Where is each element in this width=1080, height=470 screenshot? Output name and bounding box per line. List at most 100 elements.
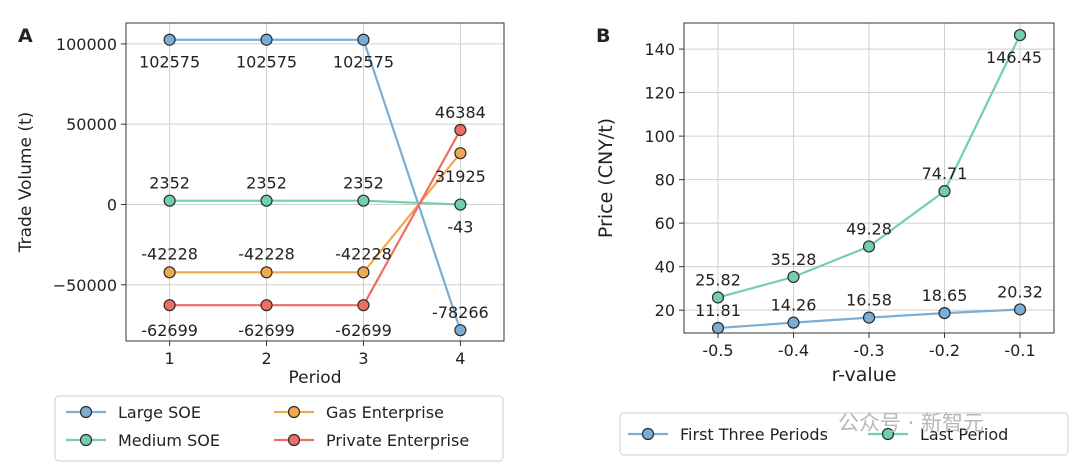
y-tick-label: 100000 — [56, 35, 117, 54]
data-label: 35.28 — [771, 250, 817, 269]
data-label: -78266 — [432, 303, 489, 322]
panel-b-y-label: Price (CNY/t) — [595, 118, 617, 238]
y-tick-label: 50000 — [66, 115, 117, 134]
legend-marker — [881, 427, 895, 441]
panel-a-x-label: Period — [288, 368, 341, 388]
legend-label: Private Enterprise — [326, 431, 469, 450]
series-line-0 — [169, 38, 462, 331]
data-point — [357, 194, 370, 207]
x-tick-label: -0.3 — [853, 341, 884, 360]
legend-label: Medium SOE — [118, 431, 220, 450]
y-tick-label: 140 — [644, 40, 675, 59]
panel-a-letter: A — [18, 25, 33, 47]
data-label: -62699 — [335, 321, 392, 340]
panel-a-lines — [169, 38, 462, 331]
legend-marker — [287, 405, 301, 419]
data-point — [163, 194, 176, 207]
data-point — [1013, 28, 1027, 42]
y-tick-label: 40 — [655, 258, 675, 277]
panel-b: B 11.81 14.26 16.58 18.65 20.32 25.82 35.28 49.… — [595, 22, 1069, 456]
x-tick-label: 3 — [358, 349, 368, 368]
series-line-2 — [169, 152, 462, 274]
data-label: 2352 — [246, 174, 287, 193]
data-point — [454, 123, 467, 137]
panel-a-points — [163, 33, 467, 337]
data-point — [454, 147, 467, 160]
data-point — [454, 198, 467, 211]
data-point — [260, 194, 273, 207]
data-label: 11.81 — [695, 301, 741, 320]
data-label: 46384 — [435, 103, 486, 122]
panel-a-y-label: Trade Volume (t) — [16, 112, 36, 254]
series-line-3 — [169, 129, 462, 307]
data-label: 102575 — [139, 53, 200, 72]
data-point — [862, 240, 876, 253]
panel-b-legend-box — [619, 412, 1069, 456]
data-point — [163, 299, 176, 312]
data-point — [1013, 303, 1027, 316]
data-point — [711, 321, 725, 335]
y-tick-label: 120 — [644, 84, 675, 103]
legend-marker — [641, 427, 655, 441]
data-label: -62699 — [238, 321, 295, 340]
legend-label: Last Period — [920, 425, 1008, 444]
panel-b-x-label: r-value — [832, 364, 897, 386]
data-label: 102575 — [333, 53, 394, 72]
data-point — [787, 270, 800, 284]
data-label: -43 — [447, 218, 473, 237]
data-label: 14.26 — [771, 296, 817, 315]
panel-a-legend-entries: Large SOE Medium SOE Gas Enterprise Private… — [66, 403, 469, 450]
panel-b-points — [711, 28, 1027, 335]
data-point — [938, 306, 951, 320]
data-label: 25.82 — [695, 270, 741, 289]
data-point — [862, 311, 876, 324]
legend-label: Large SOE — [118, 403, 201, 422]
y-tick-label: 60 — [655, 214, 675, 233]
data-label: 49.28 — [846, 219, 892, 238]
data-label: 31925 — [435, 167, 486, 186]
x-tick-label: 2 — [261, 349, 271, 368]
panel-b-y-ticks: 20 40 60 80 100 120 140 — [644, 40, 684, 320]
data-point — [260, 266, 273, 279]
data-point — [260, 299, 273, 312]
legend-marker — [79, 433, 93, 447]
panel-a: A 102575 102575 102575 -78266 2352 2352 2352 -4… — [16, 22, 505, 462]
data-label: -42228 — [238, 244, 295, 263]
panel-b-legend-entries: First Three Periods Last Period — [628, 425, 1008, 444]
data-label: 102575 — [236, 53, 297, 72]
data-point — [357, 33, 370, 46]
panel-a-data-labels: 102575 102575 102575 -78266 2352 2352 2352 -43 -… — [139, 53, 489, 340]
data-label: 16.58 — [846, 291, 892, 310]
data-label: 2352 — [149, 174, 190, 193]
data-label: 146.45 — [986, 48, 1042, 67]
panel-a-grid — [126, 23, 504, 341]
data-point — [163, 33, 176, 46]
data-point — [357, 299, 370, 312]
data-point — [163, 266, 176, 279]
legend-label: First Three Periods — [680, 425, 828, 444]
legend-marker — [287, 433, 301, 447]
data-point — [357, 266, 370, 279]
panel-a-y-ticks: −50000 0 50000 100000 — [53, 35, 126, 295]
legend-label: Gas Enterprise — [326, 403, 444, 422]
panel-b-letter: B — [596, 25, 610, 47]
panel-a-frame — [125, 22, 505, 342]
series-line-1 — [169, 199, 461, 206]
y-tick-label: 100 — [644, 127, 675, 146]
data-point — [454, 324, 467, 337]
legend-marker — [79, 405, 93, 419]
data-label: 20.32 — [997, 282, 1043, 301]
panel-a-legend-box — [54, 395, 504, 462]
data-label: -42228 — [335, 244, 392, 263]
data-point — [787, 316, 800, 329]
panel-a-legend: Large SOE Medium SOE Gas Enterprise Private… — [54, 395, 504, 462]
x-tick-label: 1 — [165, 349, 175, 368]
data-label: -62699 — [141, 321, 198, 340]
y-tick-label: 80 — [655, 171, 675, 190]
y-tick-label: 20 — [655, 301, 675, 320]
panel-b-legend: First Three Periods Last Period — [619, 412, 1069, 456]
x-tick-label: -0.2 — [929, 341, 960, 360]
y-tick-label: 0 — [107, 195, 117, 214]
data-label: 74.71 — [922, 164, 968, 183]
